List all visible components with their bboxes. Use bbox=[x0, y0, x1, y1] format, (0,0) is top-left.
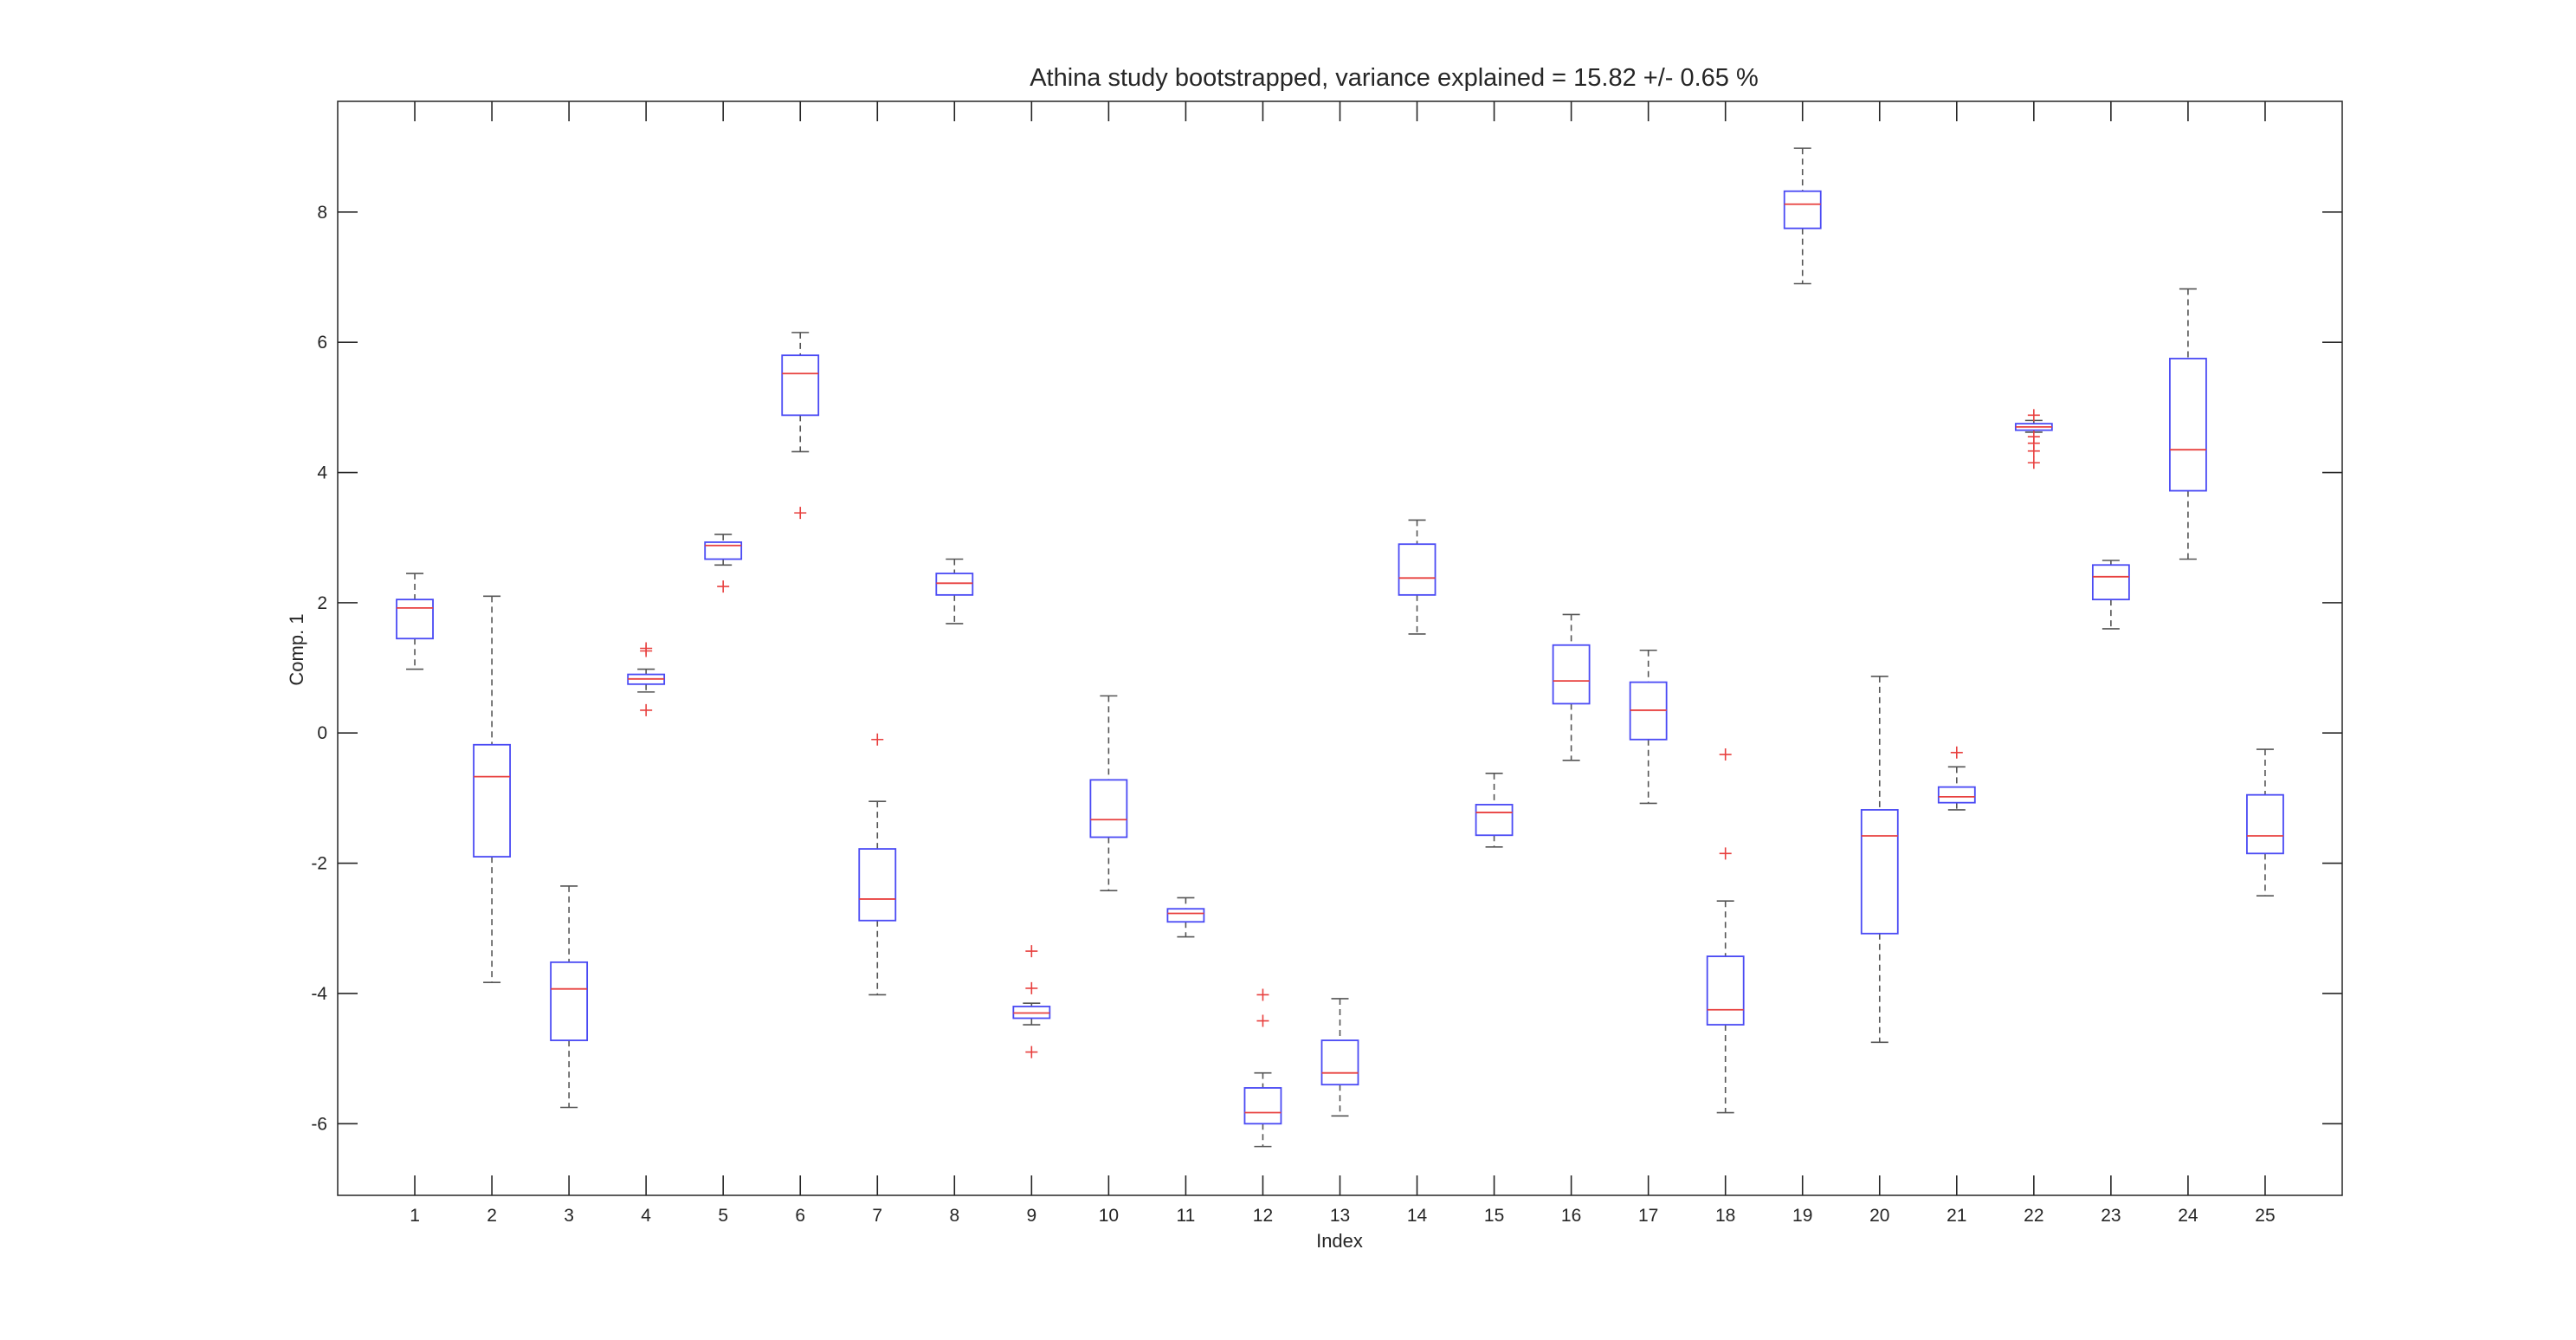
x-tick-label: 19 bbox=[1792, 1206, 1812, 1226]
box-iqr bbox=[1166, 908, 1205, 923]
box-iqr bbox=[2169, 358, 2207, 492]
y-tick-label: 0 bbox=[317, 723, 327, 743]
x-tick-label: 23 bbox=[2101, 1206, 2121, 1226]
x-tick-label: 1 bbox=[410, 1206, 420, 1226]
outlier-marker bbox=[1256, 1014, 1269, 1027]
outlier-marker bbox=[871, 733, 884, 746]
x-tick-label: 2 bbox=[487, 1206, 497, 1226]
outlier-marker bbox=[1719, 847, 1732, 860]
box-iqr bbox=[1320, 1039, 1359, 1086]
box-iqr bbox=[2091, 564, 2130, 601]
y-tick-label: 8 bbox=[317, 203, 327, 223]
outlier-marker bbox=[640, 703, 653, 716]
box-iqr bbox=[1475, 804, 1514, 837]
outlier-marker bbox=[2027, 456, 2040, 469]
outlier-marker bbox=[794, 507, 807, 520]
y-tick-label: 2 bbox=[317, 593, 327, 613]
x-tick-label: 12 bbox=[1253, 1206, 1273, 1226]
x-tick-label: 5 bbox=[718, 1206, 728, 1226]
x-tick-label: 10 bbox=[1099, 1206, 1119, 1226]
y-tick-label: -2 bbox=[311, 854, 327, 874]
x-tick-label: 24 bbox=[2178, 1206, 2198, 1226]
box-iqr bbox=[2246, 793, 2284, 855]
box-iqr bbox=[781, 354, 820, 417]
outlier-marker bbox=[2027, 444, 2040, 457]
box-iqr bbox=[473, 743, 511, 858]
x-tick-label: 11 bbox=[1177, 1206, 1196, 1226]
box-iqr bbox=[1398, 543, 1436, 596]
box-iqr bbox=[396, 599, 434, 640]
x-tick-label: 18 bbox=[1715, 1206, 1735, 1226]
x-tick-label: 7 bbox=[872, 1206, 882, 1226]
x-tick-label: 6 bbox=[795, 1206, 805, 1226]
box-iqr bbox=[858, 848, 897, 922]
x-tick-label: 13 bbox=[1330, 1206, 1350, 1226]
outlier-marker bbox=[1025, 1045, 1038, 1058]
outlier-marker bbox=[2027, 409, 2040, 422]
x-axis-label: Index bbox=[1316, 1230, 1363, 1252]
box-iqr bbox=[1860, 809, 1899, 935]
x-tick-label: 8 bbox=[949, 1206, 959, 1226]
x-tick-label: 15 bbox=[1484, 1206, 1504, 1226]
box-iqr bbox=[1089, 779, 1128, 838]
y-tick-label: 6 bbox=[317, 333, 327, 353]
outlier-marker bbox=[1719, 748, 1732, 761]
x-tick-label: 4 bbox=[641, 1206, 651, 1226]
box-iqr bbox=[704, 541, 743, 560]
x-tick-label: 20 bbox=[1869, 1206, 1889, 1226]
x-tick-label: 9 bbox=[1027, 1206, 1037, 1226]
box-iqr bbox=[1552, 644, 1591, 705]
box-iqr bbox=[550, 961, 589, 1041]
x-tick-label: 16 bbox=[1561, 1206, 1581, 1226]
box-iqr bbox=[1937, 786, 1976, 804]
x-tick-label: 25 bbox=[2255, 1206, 2275, 1226]
y-tick-label: 4 bbox=[317, 463, 327, 483]
y-axis-label: Comp. 1 bbox=[286, 613, 307, 685]
x-tick-label: 3 bbox=[564, 1206, 574, 1226]
outlier-marker bbox=[717, 580, 730, 593]
y-tick-label: -6 bbox=[311, 1114, 327, 1134]
box-iqr bbox=[1243, 1087, 1282, 1125]
outlier-marker bbox=[1256, 988, 1269, 1001]
box-iqr bbox=[1783, 190, 1822, 230]
x-tick-label: 22 bbox=[2024, 1206, 2043, 1226]
outlier-marker bbox=[1025, 981, 1038, 994]
chart-title: Athina study bootstrapped, variance expl… bbox=[1030, 64, 1759, 92]
y-tick-label: -4 bbox=[311, 984, 327, 1004]
box-iqr bbox=[1706, 955, 1745, 1026]
outlier-marker bbox=[1950, 746, 1963, 759]
outlier-marker bbox=[1025, 945, 1038, 958]
outlier-marker bbox=[640, 642, 653, 655]
box-iqr bbox=[935, 573, 974, 596]
x-tick-label: 17 bbox=[1638, 1206, 1658, 1226]
x-tick-label: 21 bbox=[1947, 1206, 1966, 1226]
x-tick-label: 14 bbox=[1407, 1206, 1428, 1226]
